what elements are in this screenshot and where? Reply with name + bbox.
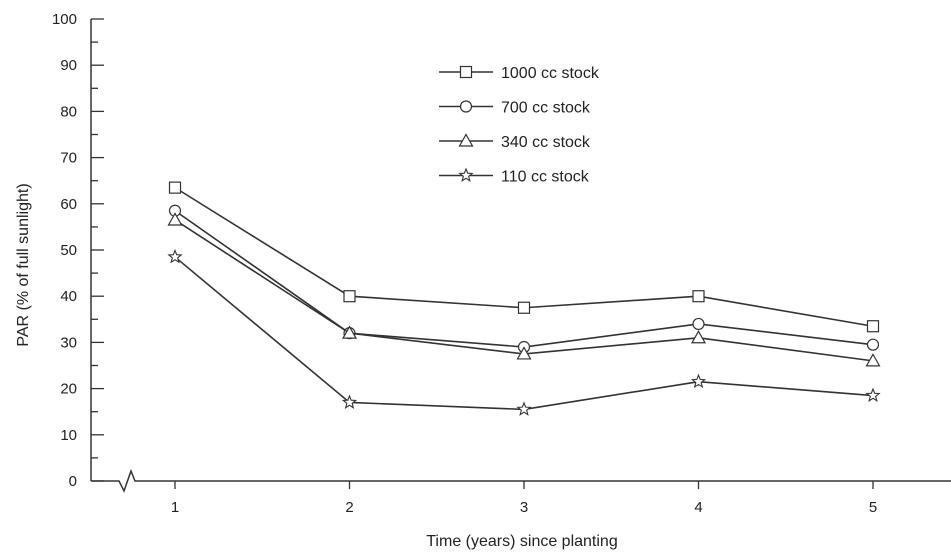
y-tick-label: 70 <box>60 150 77 167</box>
triangle-marker <box>516 346 532 360</box>
y-tick-label: 0 <box>69 473 77 490</box>
square-marker <box>459 65 473 79</box>
x-tick-label: 1 <box>171 499 179 516</box>
legend-label: 110 cc stock <box>501 169 590 186</box>
x-tick-label: 5 <box>869 499 877 516</box>
y-tick-label: 20 <box>60 381 77 398</box>
x-tick-label: 4 <box>694 499 702 516</box>
y-axis: 0 10 20 30 40 50 60 70 80 90 100 <box>52 11 104 490</box>
triangle-marker <box>341 325 358 339</box>
star-marker <box>865 387 881 403</box>
circle-marker <box>459 100 473 113</box>
x-axis-line-with-break <box>91 468 951 493</box>
legend: 1000 cc stock 700 cc stock 340 cc stock 110… <box>439 65 600 186</box>
series-700-cc-stock <box>168 204 880 354</box>
series-1000-cc-stock <box>168 181 880 333</box>
star-marker <box>690 373 707 389</box>
legend-label: 1000 cc stock <box>501 65 600 82</box>
x-tick-label: 3 <box>520 499 528 516</box>
y-tick-label: 60 <box>60 196 77 213</box>
legend-entry: 340 cc stock <box>439 133 591 151</box>
square-marker <box>517 301 531 314</box>
square-marker <box>866 320 880 333</box>
square-marker <box>343 290 356 303</box>
triangle-marker <box>865 353 881 367</box>
y-axis-title: PAR (% of full sunlight) <box>15 183 32 346</box>
series-340-cc-stock <box>167 212 881 367</box>
legend-label: 340 cc stock <box>501 134 591 151</box>
star-marker <box>458 167 474 182</box>
y-tick-label: 50 <box>60 242 77 259</box>
x-axis: 1 2 3 4 5 <box>91 468 951 516</box>
series-line <box>174 210 874 348</box>
x-tick-label: 2 <box>345 499 353 516</box>
star-marker <box>341 394 358 409</box>
y-tick-label: 80 <box>60 103 77 120</box>
square-marker <box>692 290 705 303</box>
legend-entry: 700 cc stock <box>439 100 591 117</box>
y-tick-label: 90 <box>60 57 77 74</box>
star-marker <box>167 248 183 264</box>
y-tick-label: 30 <box>60 334 77 351</box>
y-tick-label: 10 <box>60 427 77 444</box>
star-marker <box>516 401 532 416</box>
y-tick-label: 40 <box>60 288 77 305</box>
legend-label: 700 cc stock <box>501 100 591 117</box>
y-tick-label: 100 <box>52 11 77 28</box>
circle-marker <box>692 317 705 331</box>
series-line <box>174 219 874 362</box>
x-axis-title: Time (years) since planting <box>426 533 617 550</box>
triangle-marker <box>458 133 474 147</box>
legend-entry: 110 cc stock <box>439 167 590 186</box>
series-layer <box>167 181 881 416</box>
square-marker <box>168 181 182 194</box>
series-110-cc-stock <box>167 248 881 416</box>
circle-marker <box>866 338 880 351</box>
legend-entry: 1000 cc stock <box>439 65 600 82</box>
series-line <box>174 256 874 411</box>
triangle-marker <box>690 330 707 344</box>
triangle-marker <box>167 212 183 226</box>
